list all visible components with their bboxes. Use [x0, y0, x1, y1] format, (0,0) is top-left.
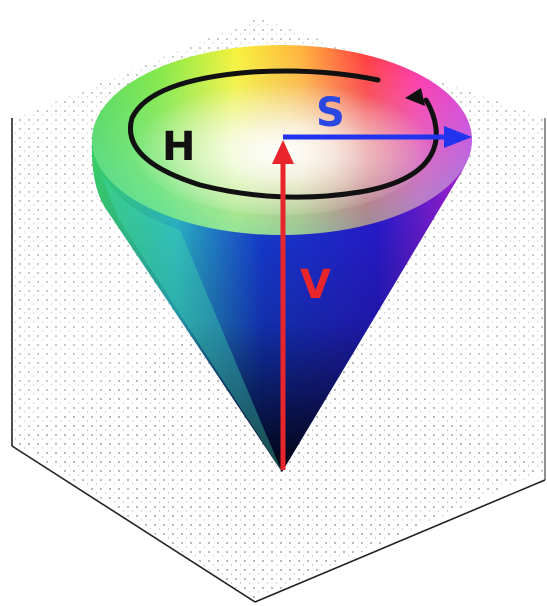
value-arrowhead	[272, 140, 294, 164]
saturation-indicator: S	[283, 90, 472, 148]
saturation-arrowhead	[444, 126, 472, 148]
value-label: V	[300, 262, 331, 308]
box-edge-floor-left	[11, 445, 256, 603]
saturation-label: S	[316, 90, 345, 136]
hue-label: H	[162, 124, 195, 170]
hue-arrowhead	[405, 88, 425, 106]
hue-indicator: H	[128, 68, 439, 200]
hue-ring	[128, 68, 439, 200]
cone-left-highlight	[100, 170, 282, 472]
value-indicator: V	[272, 140, 331, 470]
box-edge-floor-right	[254, 479, 546, 603]
